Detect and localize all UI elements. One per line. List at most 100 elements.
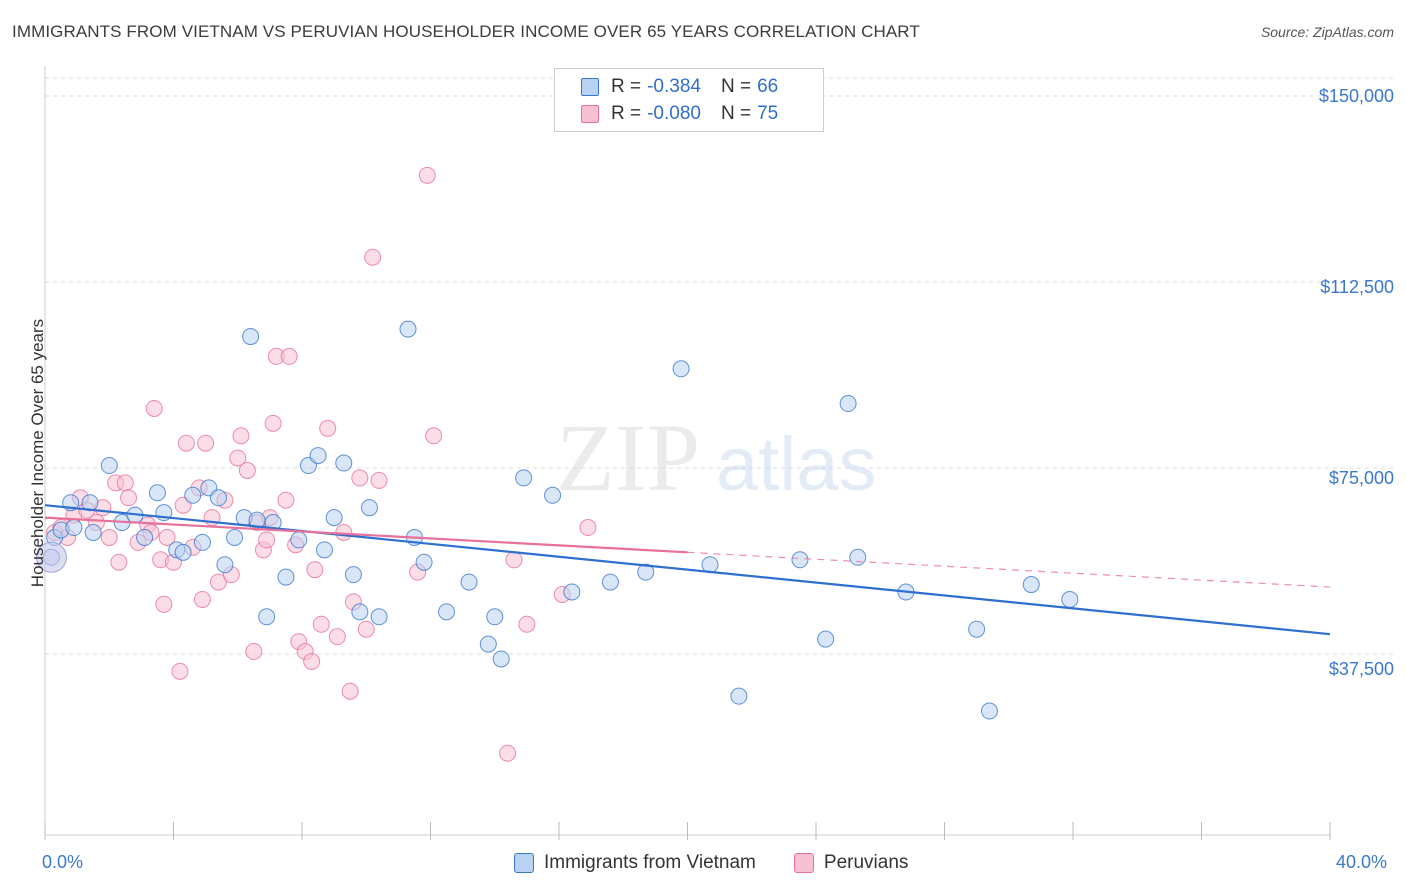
data-point-peruvians [351, 469, 369, 487]
data-point-peruvians [280, 347, 298, 365]
data-point-peruvians [258, 531, 276, 549]
data-point-peruvians [264, 414, 282, 432]
data-point-peruvians [171, 662, 189, 680]
data-point-vietnam [438, 603, 456, 621]
data-point-vietnam [65, 519, 83, 537]
watermark-zip: ZIP [556, 404, 700, 511]
y-tick-label: $150,000 [1318, 86, 1394, 106]
data-point-peruvians [505, 551, 523, 569]
data-point-peruvians [312, 615, 330, 633]
r-value: -0.080 [647, 103, 701, 124]
data-point-vietnam [351, 603, 369, 621]
data-point-vietnam [100, 457, 118, 475]
n-label: N = [720, 76, 752, 97]
data-point-peruvians [364, 248, 382, 266]
data-point-vietnam [370, 608, 388, 626]
data-point-peruvians [232, 427, 250, 445]
data-point-peruvians [357, 620, 375, 638]
data-point-vietnam [1022, 576, 1040, 594]
data-point-vietnam [216, 556, 234, 574]
series-legend: Immigrants from Vietnam Peruvians [514, 852, 946, 874]
data-point-peruvians [100, 528, 118, 546]
data-point-vietnam [563, 583, 581, 601]
data-point-vietnam [486, 608, 504, 626]
series-vietnam [35, 320, 1079, 720]
data-point-vietnam [791, 551, 809, 569]
n-value: 75 [757, 103, 779, 124]
data-point-peruvians [319, 419, 337, 437]
legend-item-vietnam[interactable]: Immigrants from Vietnam [514, 852, 756, 874]
legend-label: Immigrants from Vietnam [544, 852, 756, 873]
data-point-peruvians [158, 528, 176, 546]
stats-row-vietnam: R = -0.384 N = 66 [555, 74, 778, 100]
data-point-vietnam [415, 553, 433, 571]
data-point-vietnam [136, 528, 154, 546]
data-point-vietnam [460, 573, 478, 591]
data-point-peruvians [245, 643, 263, 661]
data-point-peruvians [145, 399, 163, 417]
y-axis-label: Householder Income Over 65 years [28, 318, 47, 588]
legend-swatch-pink [581, 105, 599, 123]
data-point-vietnam [84, 523, 102, 541]
data-point-vietnam [242, 328, 260, 346]
data-point-vietnam [1061, 590, 1079, 608]
data-point-vietnam [209, 489, 227, 507]
data-point-peruvians [229, 449, 247, 467]
x-tick-label: 40.0% [1336, 852, 1388, 872]
trend-extension-peruvians [687, 551, 1331, 588]
data-point-vietnam [184, 486, 202, 504]
data-point-peruvians [177, 434, 195, 452]
n-value: 66 [757, 76, 779, 97]
trend-lines [44, 504, 1331, 636]
data-point-peruvians [238, 461, 256, 479]
data-point-vietnam [315, 541, 333, 559]
data-point-peruvians [155, 595, 173, 613]
stats-legend: R = -0.384 N = 66 R = -0.080 N = 75 [554, 68, 824, 132]
data-point-vietnam [492, 650, 510, 668]
data-point-vietnam [226, 528, 244, 546]
data-point-vietnam [968, 620, 986, 638]
data-point-vietnam [839, 395, 857, 413]
data-point-peruvians [579, 519, 597, 537]
trend-line-vietnam [44, 504, 1331, 636]
data-point-peruvians [120, 489, 138, 507]
data-point-vietnam [193, 533, 211, 551]
data-point-peruvians [341, 682, 359, 700]
legend-item-peruvians[interactable]: Peruvians [793, 852, 909, 874]
data-point-vietnam [290, 531, 308, 549]
data-point-peruvians [425, 427, 443, 445]
data-point-vietnam [544, 486, 562, 504]
data-point-vietnam [980, 702, 998, 720]
watermark-atlas: atlas [716, 422, 877, 507]
data-point-peruvians [370, 471, 388, 489]
data-point-overlap [35, 541, 67, 573]
legend-swatch-blue [581, 78, 599, 96]
grid-lines [45, 77, 1395, 655]
legend-swatch-blue [514, 853, 534, 873]
data-point-vietnam [730, 687, 748, 705]
r-value: -0.384 [647, 76, 701, 97]
r-label: R = [611, 76, 642, 97]
data-point-vietnam [325, 509, 343, 527]
data-point-vietnam [174, 543, 192, 561]
chart-source: Source: ZipAtlas.com [1260, 24, 1394, 40]
data-point-vietnam [399, 320, 417, 338]
data-point-peruvians [303, 652, 321, 670]
data-point-vietnam [335, 454, 353, 472]
data-point-peruvians [328, 628, 346, 646]
data-point-peruvians [193, 590, 211, 608]
data-point-vietnam [309, 447, 327, 465]
data-point-peruvians [306, 561, 324, 579]
n-label: N = [720, 103, 752, 124]
data-point-vietnam [479, 635, 497, 653]
data-point-vietnam [817, 630, 835, 648]
data-point-peruvians [418, 166, 436, 184]
data-point-vietnam [148, 484, 166, 502]
legend-label: Peruvians [823, 852, 909, 873]
trend-line-peruvians [44, 516, 688, 554]
data-point-vietnam [672, 360, 690, 378]
x-tick-label: 0.0% [42, 852, 84, 872]
data-point-vietnam [601, 573, 619, 591]
data-point-peruvians [110, 553, 128, 571]
chart-title: IMMIGRANTS FROM VIETNAM VS PERUVIAN HOUS… [12, 22, 920, 41]
